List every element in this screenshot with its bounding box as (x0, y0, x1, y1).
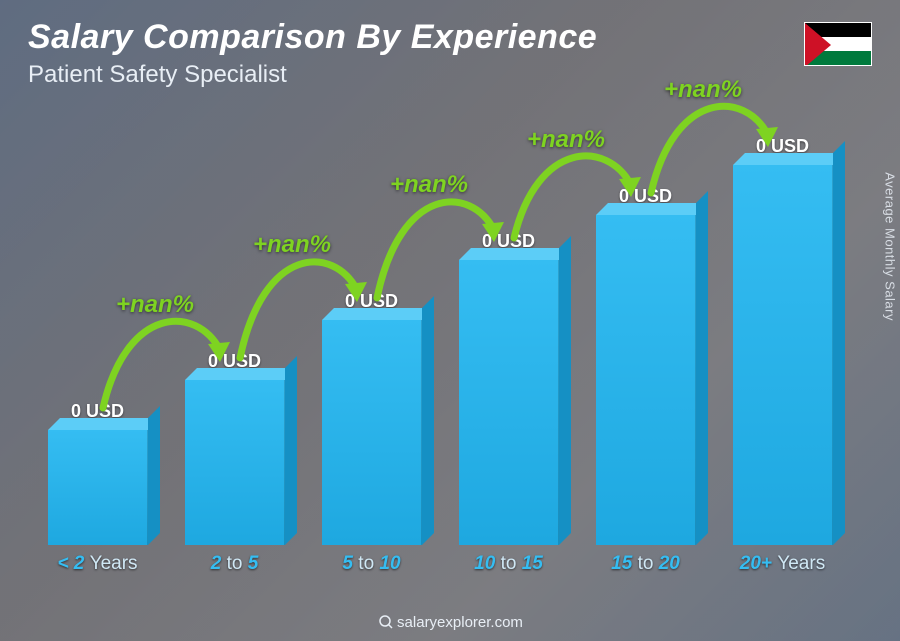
category-label: 5 to 10 (342, 553, 400, 575)
category-label: 15 to 20 (611, 553, 680, 575)
flag-triangle (805, 23, 831, 66)
bar-top (733, 153, 845, 165)
logo-icon (377, 613, 393, 629)
category-label: 2 to 5 (211, 553, 259, 575)
country-flag-icon (804, 22, 872, 66)
bar-side (422, 296, 434, 545)
bar-side (285, 356, 297, 545)
category-label: 20+ Years (740, 553, 825, 575)
bar-slot: 0 USD2 to 5 (177, 351, 292, 545)
bar-slot: 0 USD10 to 15 (451, 231, 566, 545)
bar-slot: 0 USD20+ Years (725, 136, 840, 545)
category-label: < 2 Years (57, 553, 137, 575)
bar-top (596, 203, 708, 215)
bar-slot: 0 USD< 2 Years (40, 401, 155, 545)
header: Salary Comparison By Experience Patient … (28, 18, 872, 89)
bar-front (596, 215, 696, 545)
bar-top (322, 308, 434, 320)
footer: salaryexplorer.com (0, 613, 900, 631)
bar-slot: 0 USD15 to 20 (588, 186, 703, 545)
chart-subtitle: Patient Safety Specialist (28, 61, 872, 89)
bar (185, 380, 285, 545)
bar-front (322, 320, 422, 545)
bar-front (185, 380, 285, 545)
bar (596, 215, 696, 545)
bar-top (48, 418, 160, 430)
bar-slot: 0 USD5 to 10 (314, 291, 429, 545)
bar-side (559, 236, 571, 545)
bar-side (833, 141, 845, 545)
bar (459, 260, 559, 545)
bar-chart: 0 USD< 2 Years0 USD2 to 50 USD5 to 100 U… (40, 120, 840, 581)
chart-title: Salary Comparison By Experience (28, 18, 872, 57)
bar-top (185, 368, 297, 380)
y-axis-label: Average Monthly Salary (883, 172, 898, 321)
bar-side (696, 191, 708, 545)
bar (733, 165, 833, 545)
category-label: 10 to 15 (474, 553, 543, 575)
bar-front (733, 165, 833, 545)
bar (48, 430, 148, 545)
bar (322, 320, 422, 545)
bar-side (148, 406, 160, 545)
bar-top (459, 248, 571, 260)
bar-front (48, 430, 148, 545)
footer-text: salaryexplorer.com (397, 614, 523, 631)
bar-front (459, 260, 559, 545)
bars-container: 0 USD< 2 Years0 USD2 to 50 USD5 to 100 U… (40, 125, 840, 545)
